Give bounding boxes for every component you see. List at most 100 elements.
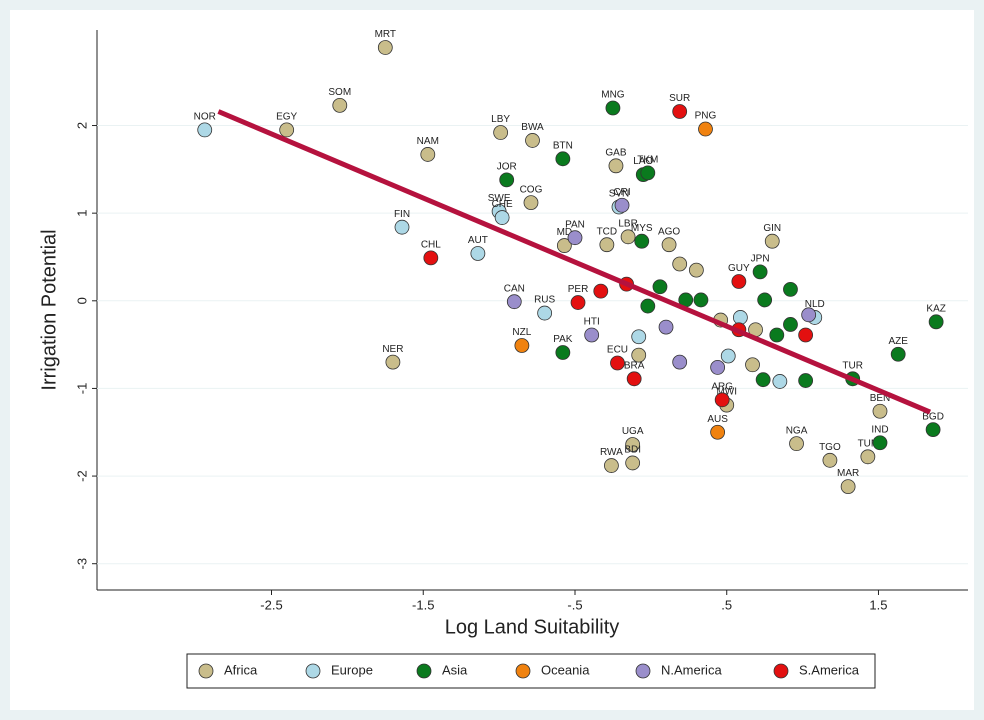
- point: [494, 210, 510, 225]
- point: [890, 346, 906, 362]
- point: [693, 292, 709, 308]
- point: [925, 422, 941, 438]
- point: [570, 295, 586, 310]
- point: [593, 283, 609, 299]
- legend-label: S.America: [799, 662, 860, 677]
- point: [661, 237, 677, 253]
- point: [783, 317, 798, 332]
- point-label: AUS: [707, 414, 728, 425]
- point-label: MWI: [716, 387, 737, 398]
- point-label: MD: [557, 227, 573, 238]
- point-label: KAZ: [926, 303, 945, 314]
- point: [525, 133, 540, 148]
- point: [626, 371, 642, 387]
- point: [631, 329, 647, 345]
- point-label: NOR: [194, 112, 216, 123]
- point-label: COG: [520, 184, 543, 195]
- point: [620, 229, 636, 245]
- point-label: BGD: [922, 411, 944, 422]
- point: [872, 435, 888, 451]
- point-label: FIN: [394, 209, 410, 220]
- x-tick-label: -.5: [567, 597, 582, 612]
- point: [840, 479, 856, 494]
- point: [608, 158, 624, 174]
- point: [714, 392, 730, 408]
- legend-marker: [635, 663, 651, 679]
- point: [658, 319, 674, 335]
- point-label: SUR: [669, 93, 690, 104]
- point: [610, 355, 625, 371]
- point-label: GAB: [605, 147, 626, 158]
- point: [672, 354, 688, 370]
- point-label: AZE: [888, 336, 908, 347]
- point-label: CAN: [504, 283, 525, 294]
- point: [720, 348, 736, 364]
- point: [798, 373, 814, 388]
- point: [860, 449, 876, 465]
- point-label: BTN: [553, 140, 573, 151]
- point: [783, 282, 798, 297]
- point: [537, 305, 553, 321]
- point: [614, 197, 630, 213]
- point: [604, 458, 619, 473]
- legend-marker: [773, 663, 789, 679]
- point-label: TUN: [858, 438, 879, 449]
- point: [928, 314, 944, 330]
- x-tick-label: -2.5: [260, 597, 282, 612]
- point: [757, 292, 773, 308]
- point: [279, 122, 295, 138]
- point-label: BDI: [624, 445, 641, 456]
- y-tick-label: -1: [74, 383, 89, 395]
- point: [599, 237, 615, 253]
- legend-marker: [305, 663, 321, 679]
- point-label: NLD: [805, 299, 825, 310]
- point: [385, 354, 401, 370]
- point: [772, 374, 788, 389]
- point-label: PNG: [695, 111, 717, 122]
- point-label: JPN: [751, 254, 770, 265]
- point-label: LBR: [618, 218, 637, 229]
- point: [755, 372, 771, 388]
- point: [672, 256, 688, 272]
- point: [584, 327, 600, 343]
- point: [698, 121, 713, 137]
- legend-marker: [416, 663, 432, 679]
- point: [732, 310, 748, 325]
- point: [523, 195, 539, 211]
- point-label: SWE: [488, 193, 511, 204]
- point: [745, 357, 760, 373]
- point-label: LBY: [491, 114, 510, 125]
- y-axis-title: Irrigation Potential: [38, 229, 60, 390]
- point-label: SVN: [609, 189, 630, 200]
- point: [377, 40, 393, 55]
- point-label: GUY: [728, 263, 750, 274]
- point: [567, 230, 583, 246]
- point: [555, 151, 571, 167]
- point-label: ARG: [711, 381, 733, 392]
- point-label: RUS: [534, 295, 555, 306]
- point-label: MAR: [837, 468, 859, 479]
- point-label: BWA: [521, 122, 544, 133]
- point: [332, 97, 348, 113]
- point: [640, 165, 656, 181]
- point: [688, 262, 704, 278]
- point: [197, 122, 213, 138]
- point: [789, 436, 804, 452]
- legend: [186, 653, 876, 689]
- point: [493, 125, 509, 140]
- point: [420, 147, 436, 162]
- point: [640, 298, 656, 314]
- legend-label: Africa: [224, 662, 258, 677]
- point-label: NGA: [786, 425, 808, 436]
- point-label: JOR: [497, 161, 517, 172]
- point-label: LAO: [633, 156, 653, 167]
- point: [506, 294, 522, 310]
- point-label: AUT: [468, 235, 488, 246]
- point-label: EGY: [276, 112, 297, 123]
- point: [672, 104, 688, 119]
- x-tick-label: 1.5: [869, 597, 887, 612]
- legend-label: Europe: [331, 662, 373, 677]
- point-label: ECU: [607, 345, 628, 356]
- y-tick-label: 2: [74, 122, 89, 129]
